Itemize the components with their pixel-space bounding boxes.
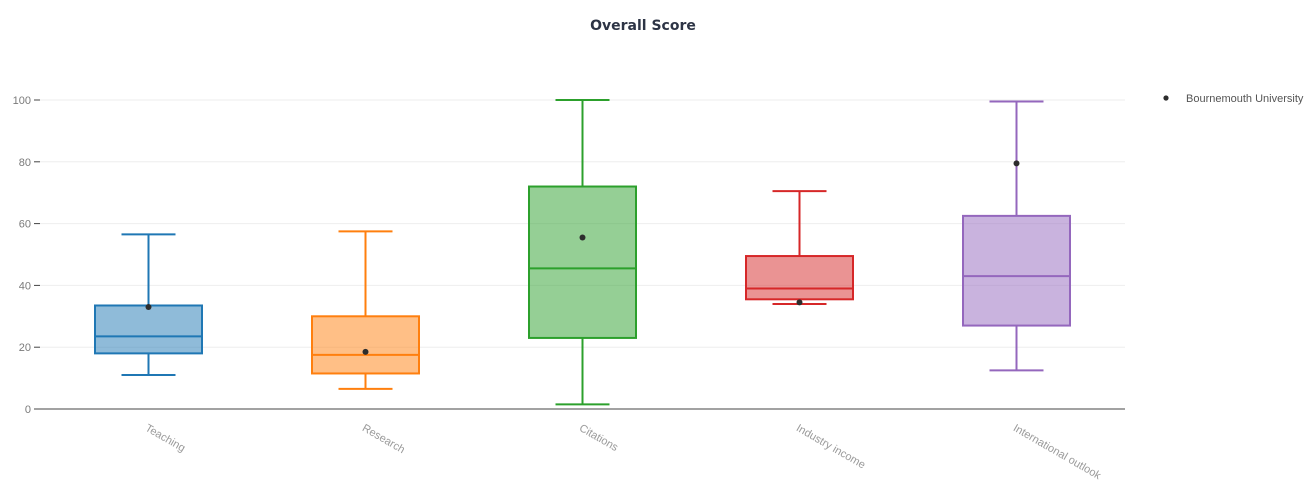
legend-marker xyxy=(1163,95,1169,101)
y-tick-label: 20 xyxy=(19,342,31,354)
box-international-outlook xyxy=(962,100,1071,372)
data-point xyxy=(1013,160,1020,167)
legend[interactable]: Bournemouth University xyxy=(1163,93,1304,105)
y-tick-label: 40 xyxy=(19,280,31,292)
box-research xyxy=(311,230,420,390)
y-tick-label: 0 xyxy=(25,404,31,416)
box-iqr xyxy=(745,255,854,301)
y-tick-label: 60 xyxy=(19,219,31,231)
legend-label: Bournemouth University xyxy=(1186,93,1304,105)
y-tick-label: 100 xyxy=(13,95,31,107)
box-citations xyxy=(528,99,637,406)
box-layer xyxy=(94,99,1071,406)
chart-title: Overall Score xyxy=(590,18,696,34)
box-industry-income xyxy=(745,190,854,305)
x-tick-label: Industry income xyxy=(794,422,867,471)
box-iqr xyxy=(962,214,1071,327)
x-tick-label: Research xyxy=(360,422,407,456)
box-iqr xyxy=(528,185,637,339)
box-iqr xyxy=(94,304,203,355)
y-tick-label: 80 xyxy=(19,157,31,169)
data-point xyxy=(362,348,369,355)
data-point xyxy=(145,304,152,311)
data-point xyxy=(796,299,803,306)
x-tick-label: Teaching xyxy=(143,422,187,454)
point-layer xyxy=(145,160,1020,355)
x-tick-label: International outlook xyxy=(1011,422,1103,482)
box-iqr xyxy=(311,315,420,375)
x-axis: Teaching Research Citations Industry income… xyxy=(40,408,1125,482)
x-tick-label: Citations xyxy=(577,422,620,454)
data-point xyxy=(579,234,586,241)
box-teaching xyxy=(94,233,203,377)
